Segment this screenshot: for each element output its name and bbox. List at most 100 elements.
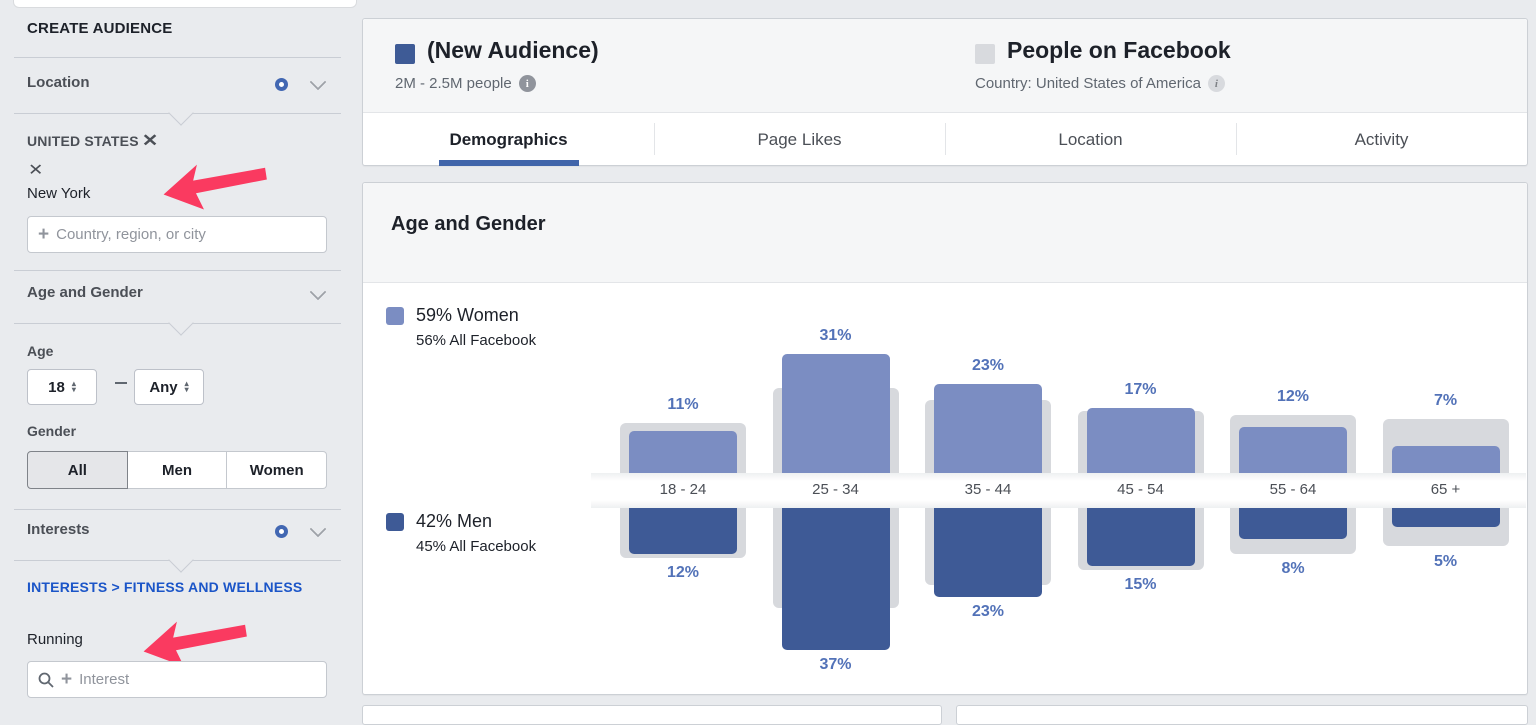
legend-men-benchmark: 45% All Facebook bbox=[416, 538, 537, 555]
legend-women-benchmark: 56% All Facebook bbox=[416, 332, 537, 349]
women-bar bbox=[1239, 426, 1347, 473]
interest-search-input[interactable] bbox=[79, 671, 316, 688]
women-bar bbox=[781, 353, 890, 473]
next-card-edge bbox=[362, 705, 942, 725]
men-value-label: 12% bbox=[666, 564, 700, 582]
insight-tabs: Demographics Page Likes Location Activit… bbox=[363, 113, 1527, 166]
remove-region-icon[interactable]: ✕ bbox=[27, 162, 44, 179]
stepper-arrows-icon: ▴ ▾ bbox=[184, 379, 189, 394]
benchmark-country: Country: United States of America i bbox=[975, 75, 1225, 92]
location-search-field[interactable]: + bbox=[27, 216, 327, 253]
age-gender-card: Age and Gender 59% Women 56% All Faceboo… bbox=[362, 182, 1528, 695]
women-bar bbox=[1391, 446, 1500, 473]
audience-size: 2M - 2.5M people i bbox=[395, 75, 536, 92]
women-value-label: 23% bbox=[971, 357, 1005, 375]
audience-color-swatch bbox=[395, 44, 415, 64]
women-value-label: 31% bbox=[819, 326, 852, 344]
legend-men-value: 42% Men bbox=[416, 511, 493, 531]
divider bbox=[14, 57, 341, 58]
interests-section-header[interactable]: Interests bbox=[27, 520, 328, 545]
benchmark-title: People on Facebook bbox=[1007, 37, 1231, 63]
men-value-label: 23% bbox=[971, 602, 1005, 620]
audience-title: (New Audience) bbox=[427, 37, 599, 63]
age-band-label: 18 - 24 bbox=[659, 481, 707, 498]
section-notch-divider bbox=[14, 560, 341, 561]
age-gender-card-title: Age and Gender bbox=[391, 213, 546, 235]
gender-option-all[interactable]: All bbox=[27, 451, 128, 489]
tab-page-likes[interactable]: Page Likes bbox=[654, 113, 945, 166]
filter-active-dot-icon bbox=[275, 525, 288, 538]
women-value-label: 17% bbox=[1124, 380, 1157, 398]
section-notch-divider bbox=[14, 323, 341, 324]
audience-insights-page: CREATE AUDIENCE Location UNITED STATES ✕… bbox=[0, 0, 1536, 710]
gender-option-women[interactable]: Women bbox=[227, 451, 328, 489]
top-panel-edge bbox=[13, 0, 357, 8]
chevron-down-icon[interactable] bbox=[309, 283, 327, 301]
divider bbox=[14, 509, 341, 510]
women-value-label: 11% bbox=[667, 395, 699, 413]
age-axis-band bbox=[591, 473, 1526, 508]
stepper-arrows-icon: ▴ ▾ bbox=[71, 379, 76, 394]
benchmark-color-swatch bbox=[975, 44, 995, 64]
tab-demographics[interactable]: Demographics bbox=[363, 113, 654, 166]
tab-location[interactable]: Location bbox=[945, 113, 1236, 166]
chevron-down-icon[interactable] bbox=[309, 520, 327, 538]
next-card-edge bbox=[956, 705, 1528, 725]
women-bar bbox=[629, 430, 737, 473]
women-swatch bbox=[386, 307, 404, 325]
divider bbox=[14, 270, 341, 271]
women-bar bbox=[934, 384, 1042, 473]
men-bar bbox=[934, 508, 1042, 597]
section-notch-divider bbox=[14, 113, 341, 114]
audience-header-card: (New Audience) 2M - 2.5M people i People… bbox=[362, 18, 1528, 166]
remove-country-icon[interactable]: ✕ bbox=[141, 131, 159, 150]
info-icon[interactable]: i bbox=[518, 75, 536, 92]
search-icon bbox=[38, 672, 54, 688]
gender-segmented-control: All Men Women bbox=[27, 451, 328, 489]
men-value-label: 15% bbox=[1124, 575, 1157, 593]
location-search-input[interactable] bbox=[56, 226, 316, 243]
create-audience-sidebar: CREATE AUDIENCE Location UNITED STATES ✕… bbox=[14, 0, 341, 710]
women-value-label: 7% bbox=[1433, 392, 1458, 410]
women-value-label: 12% bbox=[1276, 388, 1310, 406]
age-gender-section-title: Age and Gender bbox=[27, 284, 143, 301]
legend-women-value: 59% Women bbox=[416, 305, 519, 325]
age-band-label: 45 - 54 bbox=[1117, 481, 1164, 498]
men-bar bbox=[781, 508, 890, 651]
age-gender-chart: 59% Women 56% All Facebook 42% Men 45% A… bbox=[363, 283, 1527, 695]
sidebar-heading: CREATE AUDIENCE bbox=[27, 20, 173, 37]
interest-breadcrumb[interactable]: INTERESTS > FITNESS AND WELLNESS bbox=[27, 579, 303, 595]
age-gender-card-header: Age and Gender bbox=[363, 183, 1527, 283]
location-section-title: Location bbox=[27, 74, 90, 91]
location-section-header[interactable]: Location bbox=[27, 73, 328, 98]
plus-icon: + bbox=[61, 669, 73, 690]
selected-country-tag: UNITED STATES ✕ bbox=[27, 131, 159, 150]
men-swatch bbox=[386, 513, 404, 531]
gender-option-men[interactable]: Men bbox=[127, 451, 228, 489]
gender-label: Gender bbox=[27, 423, 77, 439]
chevron-down-icon[interactable] bbox=[309, 73, 327, 91]
interest-search-field[interactable]: + bbox=[27, 661, 327, 698]
age-band-label: 65 + bbox=[1430, 481, 1461, 498]
insights-main: (New Audience) 2M - 2.5M people i People… bbox=[362, 0, 1528, 725]
age-min-dropdown[interactable]: 18 ▴ ▾ bbox=[27, 369, 97, 405]
men-value-label: 5% bbox=[1433, 552, 1458, 570]
men-bar bbox=[1391, 508, 1500, 528]
age-label: Age bbox=[27, 343, 54, 359]
age-gender-section-header[interactable]: Age and Gender bbox=[27, 283, 328, 308]
tab-activity[interactable]: Activity bbox=[1236, 113, 1527, 166]
selected-interest-tag: Running bbox=[27, 631, 83, 648]
info-icon[interactable]: i bbox=[1207, 75, 1225, 92]
men-value-label: 37% bbox=[819, 656, 852, 674]
age-max-dropdown[interactable]: Any ▴ ▾ bbox=[134, 369, 204, 405]
age-range-dash bbox=[115, 382, 127, 384]
men-bar bbox=[1239, 508, 1347, 539]
filter-active-dot-icon bbox=[275, 78, 288, 91]
plus-icon: + bbox=[38, 224, 50, 245]
age-band-label: 35 - 44 bbox=[964, 481, 1012, 498]
men-bar bbox=[629, 508, 737, 555]
interests-section-title: Interests bbox=[27, 521, 90, 538]
age-band-label: 25 - 34 bbox=[812, 481, 859, 498]
women-bar bbox=[1086, 407, 1195, 473]
men-value-label: 8% bbox=[1281, 560, 1305, 578]
